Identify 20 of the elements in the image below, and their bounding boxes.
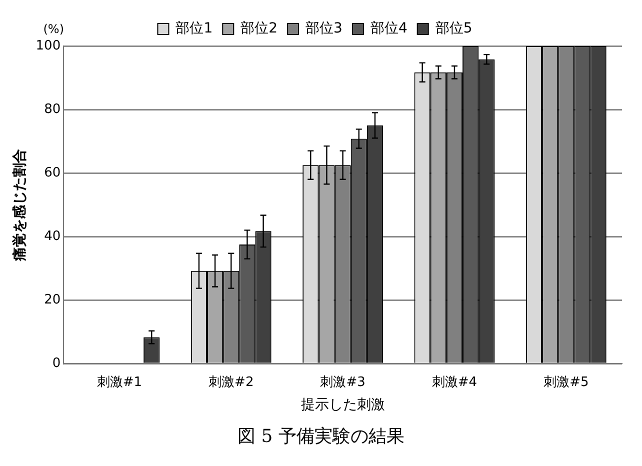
x-tick-label: 刺激#5: [544, 374, 589, 390]
text: (%): [43, 22, 64, 36]
legend-label: 部位2: [240, 20, 278, 37]
y-tick-label: 20: [44, 292, 61, 308]
y-tick-label: 100: [36, 38, 61, 54]
x-axis-title: 提示した刺激: [300, 397, 385, 414]
legend-label: 部位4: [370, 20, 408, 37]
x-tick-label: 刺激#2: [208, 374, 254, 390]
x-tick-label: 刺激#3: [320, 374, 366, 390]
caption: 図 5 予備実験の結果: [236, 425, 406, 448]
legend-label: 部位3: [306, 20, 342, 37]
legend-label: 部位5: [435, 20, 472, 37]
x-tick-label: 刺激#4: [432, 374, 478, 390]
y-tick-label: 40: [44, 228, 61, 244]
y-axis-title: 痛覚を感じた割合: [11, 148, 28, 262]
y-tick-label: 0: [52, 356, 61, 371]
y-tick-label: 60: [44, 165, 61, 180]
y-tick-label: 80: [44, 102, 61, 117]
x-tick-label: 刺激#1: [96, 374, 142, 390]
legend-label: 部位1: [176, 20, 213, 37]
